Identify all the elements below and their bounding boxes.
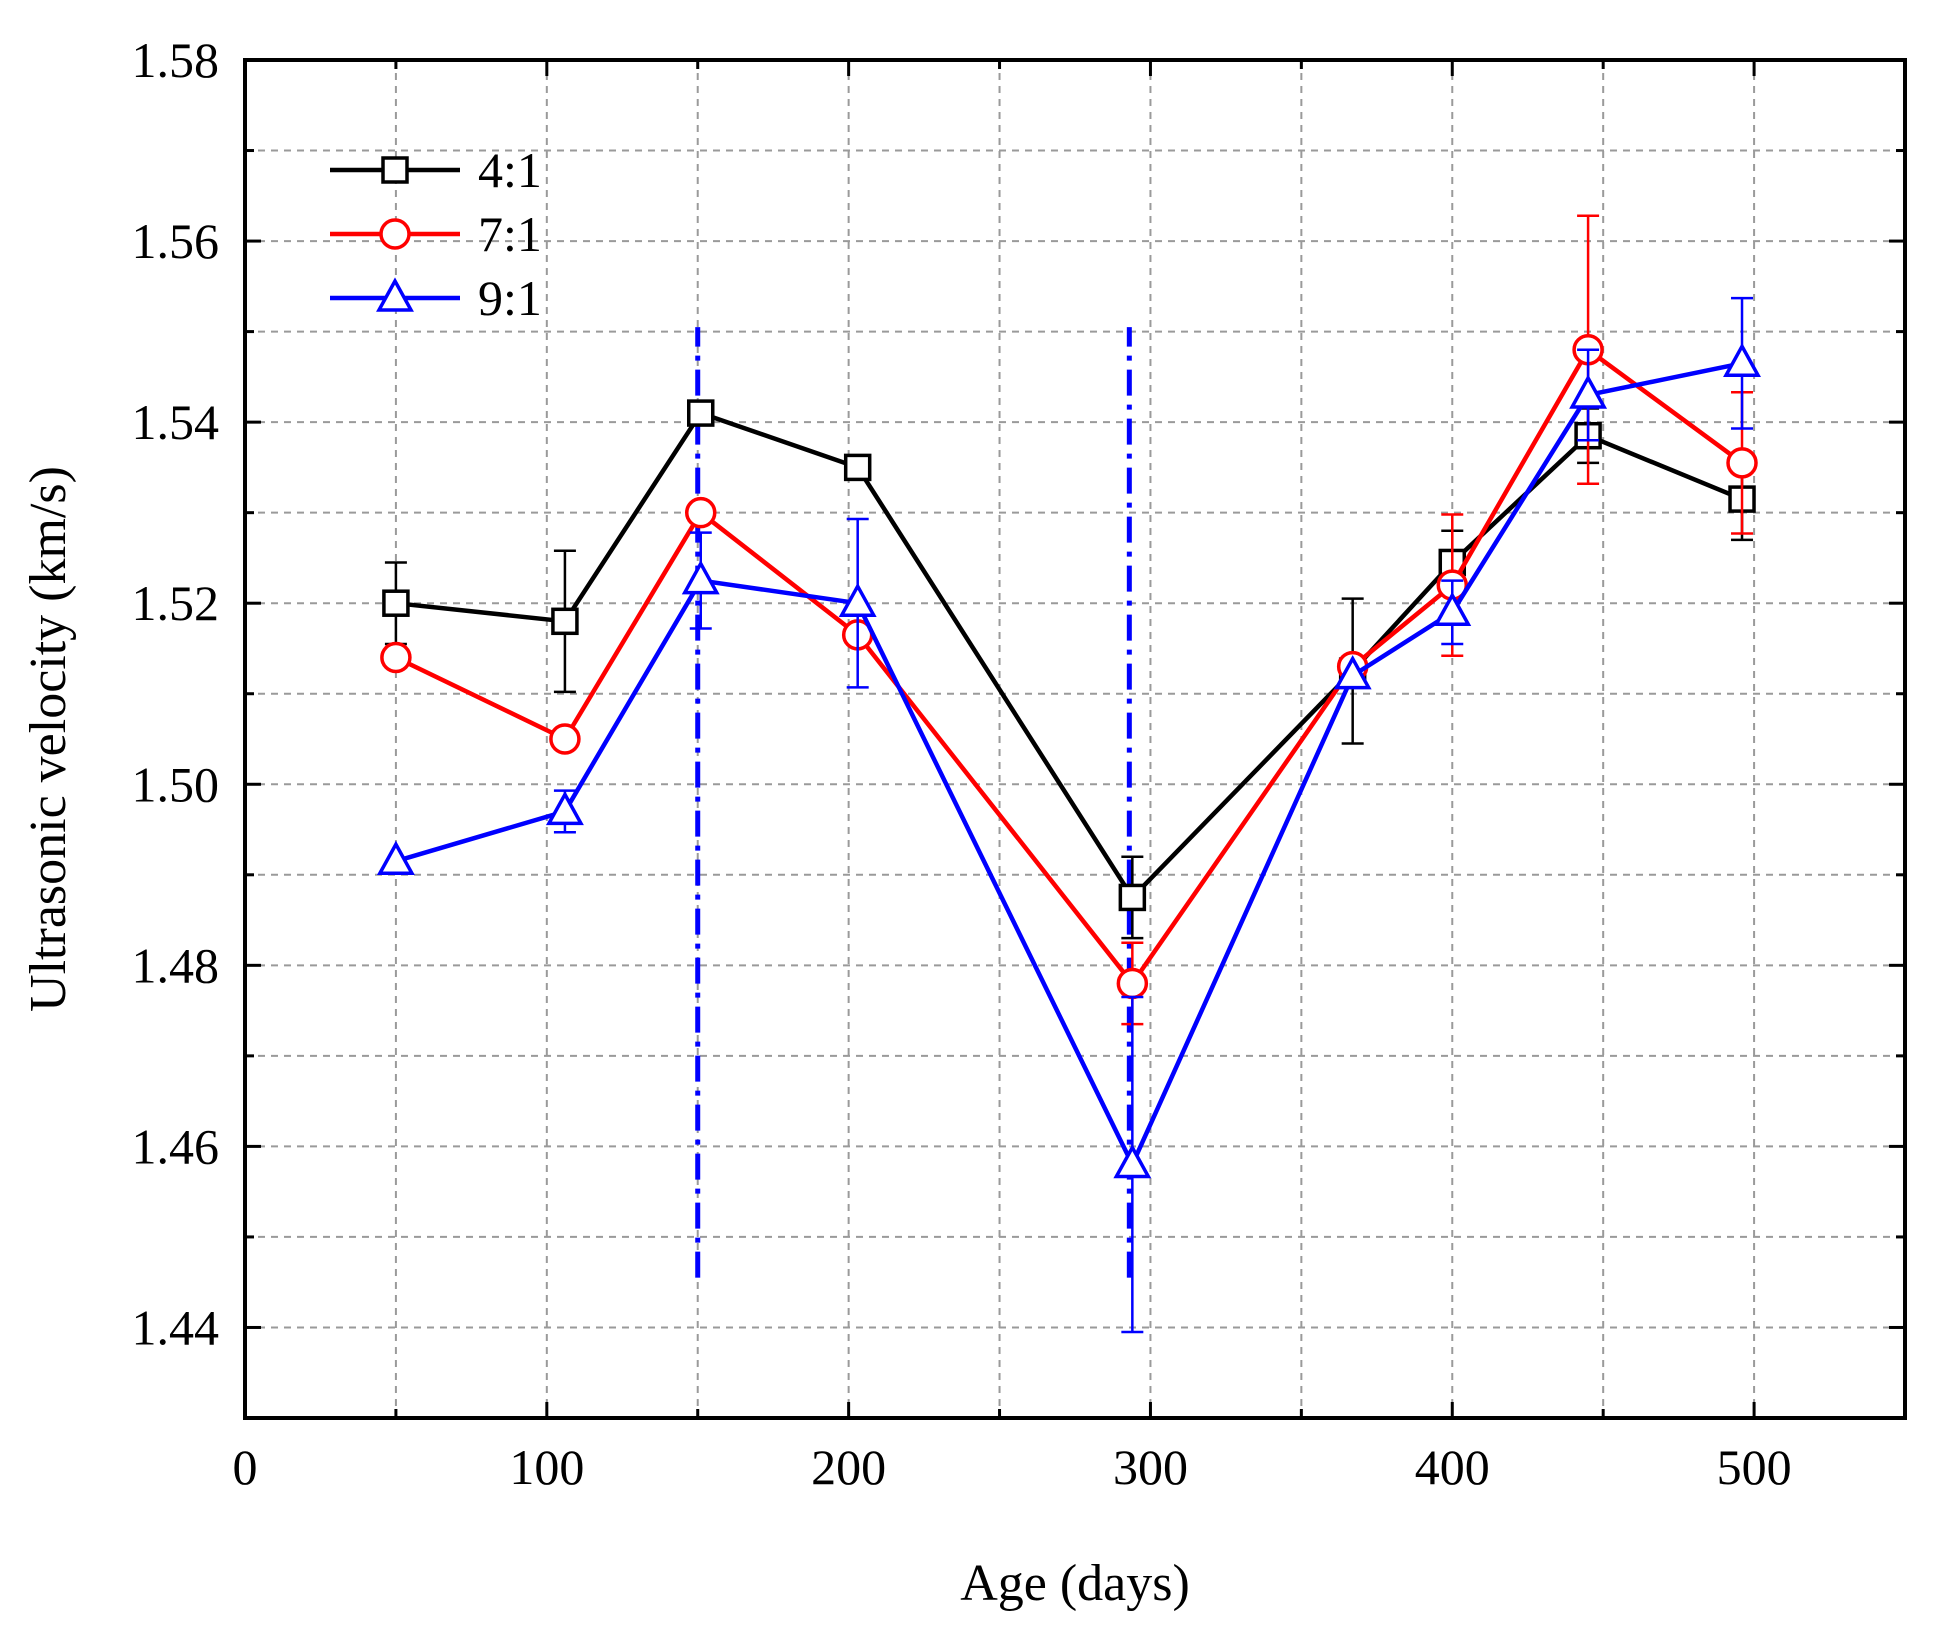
series-line bbox=[394, 347, 1744, 986]
data-point bbox=[1569, 374, 1608, 409]
data-point bbox=[843, 453, 872, 482]
x-tick-label: 400 bbox=[1415, 1439, 1490, 1495]
data-point bbox=[684, 496, 717, 529]
legend-label: 9:1 bbox=[478, 270, 542, 326]
y-tick-label: 1.58 bbox=[132, 32, 220, 88]
y-tick-label: 1.46 bbox=[132, 1118, 220, 1174]
data-point bbox=[549, 723, 581, 755]
x-tick-label: 300 bbox=[1113, 1439, 1188, 1495]
data-point bbox=[382, 589, 410, 617]
x-tick-label: 100 bbox=[509, 1439, 584, 1495]
data-point bbox=[1118, 883, 1147, 912]
data-point bbox=[1726, 447, 1758, 479]
data-point bbox=[1433, 591, 1472, 627]
data-point bbox=[376, 840, 415, 875]
axes: 0 100 200 300 400 500 1.44 1.46 1.48 1.50 1.52 1.54… bbox=[132, 32, 1907, 1495]
data-point bbox=[1333, 655, 1372, 690]
y-tick-label: 1.56 bbox=[132, 213, 220, 269]
legend-marker bbox=[376, 277, 414, 312]
data-point bbox=[838, 582, 877, 617]
y-tick-label: 1.54 bbox=[132, 394, 220, 450]
grid bbox=[245, 60, 1905, 1418]
legend-item: 7:1 bbox=[330, 206, 542, 262]
legend-marker bbox=[381, 156, 409, 184]
data-point bbox=[686, 399, 715, 427]
x-tick-label: 0 bbox=[233, 1439, 258, 1495]
data-point bbox=[1116, 967, 1149, 1000]
y-tick-label: 1.50 bbox=[132, 756, 220, 812]
legend-item: 4:1 bbox=[330, 142, 542, 198]
data-series bbox=[376, 214, 1761, 1334]
series-9:1 bbox=[376, 296, 1761, 1334]
y-tick-label: 1.44 bbox=[132, 1299, 220, 1355]
data-point bbox=[1113, 1143, 1152, 1179]
legend-marker bbox=[379, 218, 411, 250]
legend: 4:1 7:1 9:1 bbox=[330, 142, 542, 326]
data-point bbox=[380, 641, 412, 674]
series-line bbox=[395, 410, 1743, 900]
data-point bbox=[681, 559, 720, 595]
plot-frame bbox=[243, 58, 1907, 1420]
y-tick-label: 1.52 bbox=[132, 575, 220, 631]
legend-item: 9:1 bbox=[330, 270, 542, 326]
series-4:1 bbox=[382, 399, 1756, 940]
legend-label: 7:1 bbox=[478, 206, 542, 262]
y-axis-title: Ultrasonic velocity (km/s) bbox=[20, 466, 77, 1012]
series-7:1 bbox=[380, 214, 1758, 1026]
legend-label: 4:1 bbox=[478, 142, 542, 198]
x-axis-title: Age (days) bbox=[960, 1555, 1190, 1612]
data-point bbox=[545, 790, 584, 826]
data-point bbox=[551, 607, 579, 636]
y-tick-label: 1.48 bbox=[132, 937, 220, 993]
x-tick-label: 200 bbox=[811, 1439, 886, 1495]
x-tick-label: 500 bbox=[1717, 1439, 1792, 1495]
reference-lines bbox=[695, 327, 1132, 1278]
data-point bbox=[1723, 342, 1761, 378]
